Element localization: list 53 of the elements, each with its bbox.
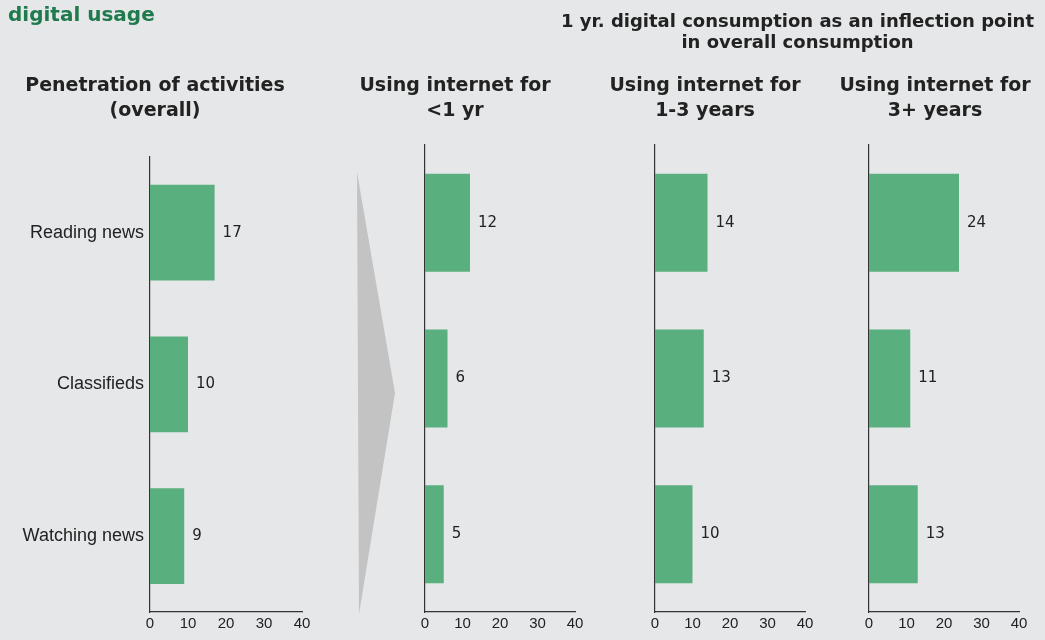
data-label: 9 [192, 526, 202, 545]
data-label: 10 [700, 524, 720, 543]
y-tick-label: Watching news [22, 525, 144, 546]
data-label: 5 [451, 524, 462, 543]
bar [655, 485, 693, 584]
data-label: 14 [715, 212, 735, 231]
x-tick-label: 30 [759, 614, 776, 632]
x-tick-label: 20 [491, 614, 509, 632]
x-tick-label: 30 [529, 614, 546, 632]
x-tick-label: 20 [935, 614, 953, 632]
bar [655, 173, 708, 272]
bar [869, 329, 911, 428]
x-tick-label: 10 [179, 614, 197, 632]
x-tick-label: 10 [684, 614, 701, 632]
data-label: 11 [918, 368, 938, 387]
data-label: 13 [925, 524, 945, 543]
data-label: 12 [478, 212, 498, 231]
bar [869, 173, 959, 272]
x-tick-label: 20 [721, 614, 739, 632]
bar [425, 485, 444, 584]
x-tick-label: 40 [796, 614, 814, 632]
data-label: 13 [711, 368, 731, 387]
bar [150, 336, 188, 433]
chart-title: Using internet for 3+ years [838, 72, 1032, 122]
data-label: 17 [222, 222, 242, 241]
x-tick-label: 20 [217, 614, 235, 632]
x-tick-label: 30 [255, 614, 273, 632]
text: 1 yr. digital consumption as an inflection point in overall consumption [560, 10, 1035, 52]
x-tick-label: 40 [1010, 614, 1028, 632]
bar [150, 488, 185, 584]
x-tick-label: 10 [454, 614, 471, 632]
data-label: 24 [967, 212, 987, 231]
bar [425, 329, 448, 428]
data-label: 6 [455, 368, 466, 387]
chart-title: Using internet for 1-3 years [608, 72, 802, 122]
x-tick-label: 40 [293, 614, 311, 632]
text: digital usage [8, 2, 156, 26]
chart-title: Penetration of activities (overall) [24, 72, 286, 122]
bar [425, 173, 470, 272]
data-label: 10 [196, 374, 216, 393]
bar [655, 329, 704, 428]
x-tick-label: 40 [566, 614, 584, 632]
bar [150, 184, 215, 281]
y-tick-label: Reading news [29, 221, 144, 242]
x-tick-label: 0 [864, 614, 874, 632]
x-tick-label: 10 [898, 614, 915, 632]
x-tick-label: 0 [145, 614, 155, 632]
x-tick-label: 0 [650, 614, 660, 632]
x-tick-label: 0 [420, 614, 430, 632]
bar [869, 485, 918, 584]
x-tick-label: 30 [973, 614, 990, 632]
chart-title: Using internet for <1 yr [358, 72, 552, 122]
y-tick-label: Classifieds [56, 373, 144, 394]
